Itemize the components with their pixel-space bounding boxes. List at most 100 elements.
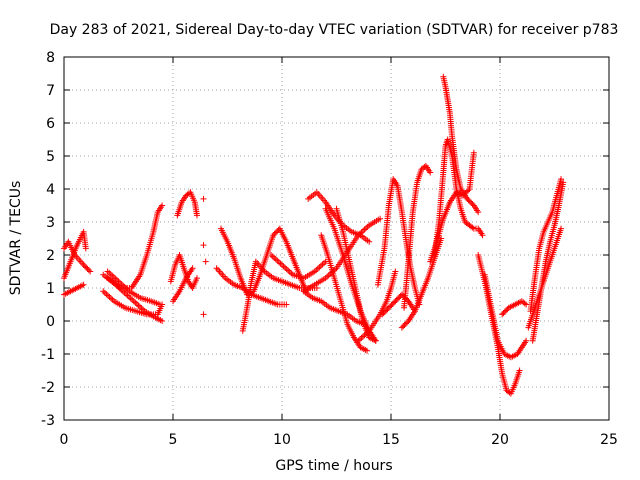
y-tick-label: 5 [46, 149, 55, 165]
data-point [558, 225, 565, 232]
data-point [392, 298, 399, 305]
data-point [459, 192, 466, 199]
series-track7 [104, 268, 163, 308]
data-points [61, 73, 567, 397]
data-point [427, 169, 434, 176]
y-tick-label: -1 [41, 347, 55, 363]
series-track26 [431, 136, 486, 258]
x-tick-label: 10 [273, 432, 291, 448]
data-point [372, 337, 379, 344]
x-tick-label: 15 [382, 432, 400, 448]
series-track9 [174, 189, 200, 219]
series-track24 [401, 162, 434, 311]
x-tick-label: 25 [600, 432, 618, 448]
data-point [470, 149, 477, 156]
series-track3 [61, 281, 87, 298]
data-point [392, 268, 399, 275]
data-point [200, 242, 207, 249]
data-point [479, 232, 486, 239]
x-tick-label: 20 [491, 432, 509, 448]
chart-title: Day 283 of 2021, Sidereal Day-to-day VTE… [50, 22, 619, 38]
data-point [464, 195, 471, 202]
data-point [364, 347, 371, 354]
data-point [366, 238, 373, 245]
series-track2 [61, 238, 94, 275]
data-point [189, 265, 196, 272]
data-point [461, 191, 468, 198]
data-point [398, 291, 405, 298]
data-point [516, 367, 523, 374]
data-point [393, 296, 400, 303]
series-track34 [525, 225, 565, 331]
series-track33 [527, 176, 565, 315]
data-point [469, 224, 476, 231]
series-track28 [427, 149, 477, 265]
data-point [400, 323, 407, 330]
data-point [83, 264, 90, 271]
data-point [503, 307, 510, 314]
data-point [421, 164, 428, 170]
data-point [466, 198, 473, 205]
y-tick-label: 6 [46, 116, 55, 132]
series-track31 [499, 298, 530, 318]
x-axis-label: GPS time / hours [275, 458, 392, 474]
series-track22 [374, 176, 423, 308]
series-track32 [529, 179, 567, 344]
data-point [465, 187, 472, 194]
y-tick-label: 4 [46, 182, 55, 198]
data-point [200, 311, 207, 318]
data-point [193, 275, 200, 282]
data-point [377, 215, 384, 222]
data-point [202, 258, 209, 265]
y-tick-label: 0 [46, 314, 55, 330]
data-point [501, 308, 508, 315]
series-track20 [333, 205, 379, 344]
data-point [385, 304, 392, 311]
data-point [272, 229, 279, 236]
data-point [159, 202, 166, 209]
data-point [80, 281, 87, 288]
y-tick-label: 8 [46, 50, 55, 66]
data-point [80, 261, 87, 268]
series-track21 [355, 268, 399, 344]
y-tick-label: 7 [46, 83, 55, 99]
data-point [271, 230, 278, 237]
data-point [274, 228, 281, 235]
data-point [384, 306, 391, 313]
data-point [156, 301, 163, 308]
data-point [87, 268, 94, 275]
data-point [387, 303, 394, 310]
plot-frame [63, 56, 610, 421]
data-point [81, 263, 88, 270]
series-track30 [481, 271, 530, 361]
y-axis-label: SDTVAR / TECUs [8, 181, 24, 296]
data-point [193, 212, 200, 219]
y-tick-label: 1 [46, 281, 55, 297]
series-track5 [100, 288, 166, 318]
y-tick-label: -3 [41, 413, 55, 429]
data-point [398, 324, 405, 331]
data-point [381, 308, 388, 315]
data-point [383, 307, 390, 314]
y-tick-label: -2 [41, 380, 55, 396]
data-point [521, 300, 528, 307]
data-point [463, 188, 470, 195]
x-tick-label: 0 [60, 432, 69, 448]
data-point [462, 189, 469, 196]
data-point [283, 301, 290, 308]
data-point [85, 267, 92, 274]
axis-ticks: 0 5 10 15 20 25 -3 -2 -1 0 1 2 3 4 5 6 7 8 [41, 50, 618, 448]
data-point [380, 310, 387, 317]
series-track1 [61, 228, 89, 282]
data-point [396, 294, 403, 301]
data-point [475, 209, 482, 216]
data-point [391, 299, 398, 306]
x-tick-label: 5 [169, 432, 178, 448]
series-track27 [440, 73, 482, 216]
series-track17 [300, 215, 384, 295]
data-point [499, 311, 506, 318]
data-point [401, 321, 408, 328]
data-point [270, 232, 277, 239]
